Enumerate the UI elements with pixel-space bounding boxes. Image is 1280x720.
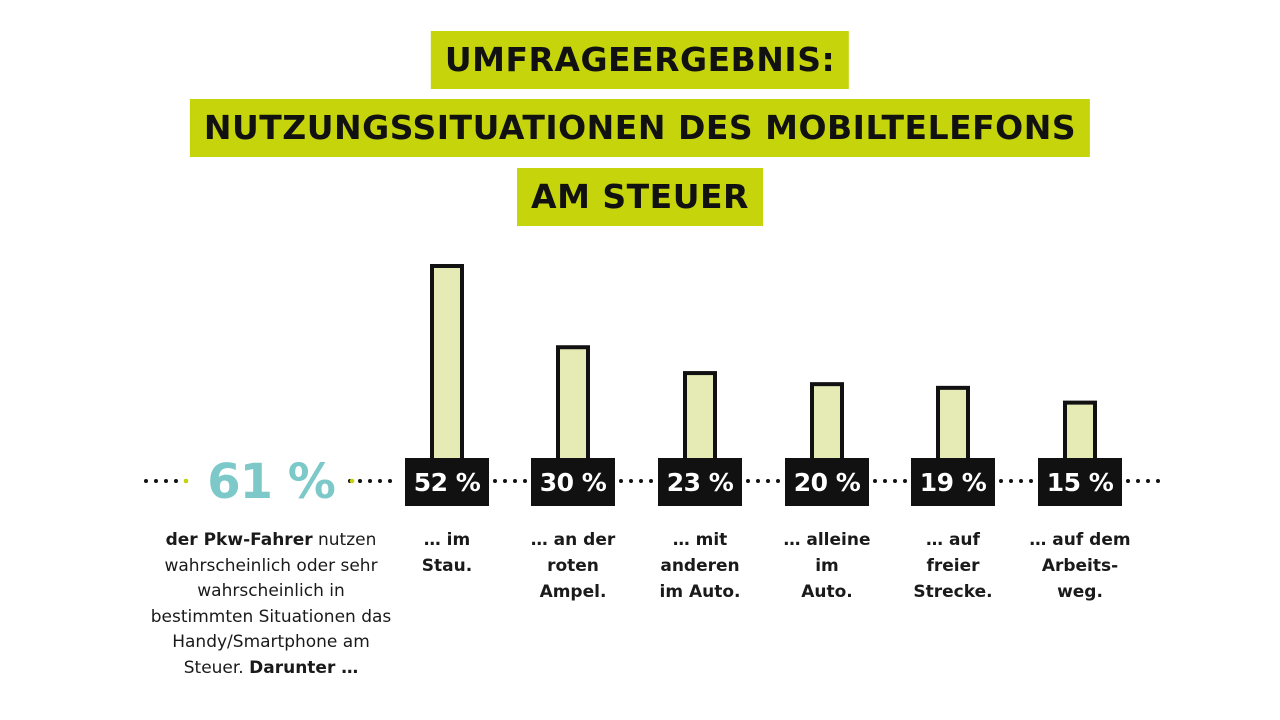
baseline-dot <box>493 479 497 483</box>
value-box <box>1038 458 1122 506</box>
baseline-dot <box>873 479 877 483</box>
bars-group <box>430 264 1097 463</box>
baseline-dot <box>999 479 1003 483</box>
accent-dot <box>349 478 355 484</box>
category-label: … auf dem Arbeits- weg. <box>1029 530 1131 602</box>
baseline-dot <box>766 479 770 483</box>
baseline-dot <box>1009 479 1013 483</box>
value-box <box>658 458 742 506</box>
baseline-dot <box>378 479 382 483</box>
value-label: 30 % <box>540 468 607 497</box>
baseline-dot <box>1029 479 1033 483</box>
value-label-group: 52 % 30 % 23 % 20 % 19 % 15 % <box>405 458 1122 506</box>
category-label: … an der roten Ampel. <box>530 530 616 602</box>
baseline-dot <box>164 479 168 483</box>
intro-middle: nutzen wahrscheinlich oder sehr wahrsche… <box>150 530 392 678</box>
baseline-dot <box>746 479 750 483</box>
baseline-dot <box>1136 479 1140 483</box>
accent-dot <box>183 478 189 484</box>
headline-percentage: 61 % <box>207 454 336 510</box>
value-box <box>531 458 615 506</box>
baseline-dot <box>776 479 780 483</box>
baseline-dot <box>649 479 653 483</box>
value-label: 52 % <box>414 468 481 497</box>
baseline-dot <box>1146 479 1150 483</box>
value-label: 19 % <box>920 468 987 497</box>
bar <box>430 264 464 462</box>
value-box <box>911 458 995 506</box>
category-label: … auf freier Strecke. <box>913 530 993 602</box>
baseline-dot <box>619 479 623 483</box>
baseline-dot <box>368 479 372 483</box>
baseline-dot <box>1126 479 1130 483</box>
title-line-3: AM STEUER <box>517 168 763 226</box>
value-label: 20 % <box>794 468 861 497</box>
baseline-dot <box>523 479 527 483</box>
baseline-dot <box>154 479 158 483</box>
baseline-dot <box>513 479 517 483</box>
baseline-dot <box>756 479 760 483</box>
baseline-dot <box>503 479 507 483</box>
title-line-1: UMFRAGEERGEBNIS: <box>430 31 850 89</box>
intro-text: der Pkw-Fahrer nutzen wahrscheinlich ode… <box>150 528 392 681</box>
category-label: … im Stau. <box>421 530 473 576</box>
baseline-dot <box>144 479 148 483</box>
baseline-dot <box>883 479 887 483</box>
category-label: … mit anderen im Auto. <box>659 530 741 602</box>
value-label: 23 % <box>667 468 734 497</box>
baseline-dot <box>629 479 633 483</box>
title-line-2: NUTZUNGSSITUATIONEN DES MOBILTELEFONS <box>189 99 1091 157</box>
value-box <box>785 458 869 506</box>
baseline-dot <box>893 479 897 483</box>
baseline-dot <box>388 479 392 483</box>
dotted-baseline <box>144 478 1160 484</box>
intro-strong-start: der Pkw-Fahrer <box>165 530 313 550</box>
baseline-dot <box>174 479 178 483</box>
baseline-dot <box>639 479 643 483</box>
bar <box>936 385 970 463</box>
bar <box>810 382 844 462</box>
baseline-dot <box>358 479 362 483</box>
bar <box>683 371 717 463</box>
baseline-dot <box>1019 479 1023 483</box>
category-label: … alleine im Auto. <box>783 530 871 602</box>
baseline-dot <box>903 479 907 483</box>
value-box <box>405 458 489 506</box>
value-label: 15 % <box>1047 468 1114 497</box>
bar <box>1063 400 1097 463</box>
intro-strong-end: Darunter … <box>249 657 359 678</box>
baseline-dot <box>1156 479 1160 483</box>
bar <box>556 345 590 463</box>
